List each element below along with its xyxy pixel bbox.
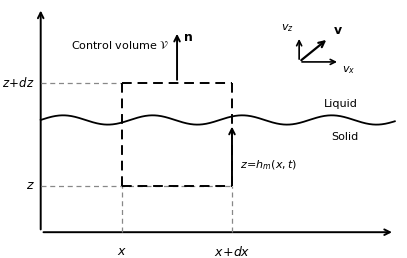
Text: $x$: $x$ [117,245,127,258]
Text: $v_z$: $v_z$ [282,22,294,34]
Text: $z\!=\!h_m(x,t)$: $z\!=\!h_m(x,t)$ [240,158,298,172]
Text: Solid: Solid [331,132,358,142]
Text: Liquid: Liquid [324,100,358,109]
Text: $z\!+\!dz$: $z\!+\!dz$ [2,76,35,90]
Text: $\mathbf{n}$: $\mathbf{n}$ [183,31,193,44]
Text: $\mathbf{v}$: $\mathbf{v}$ [333,24,342,37]
Text: Control volume $\mathcal{V}$: Control volume $\mathcal{V}$ [71,39,170,51]
Text: $x\!+\!dx$: $x\!+\!dx$ [214,245,250,258]
Text: $v_x$: $v_x$ [342,64,355,76]
Text: $z$: $z$ [26,179,35,192]
